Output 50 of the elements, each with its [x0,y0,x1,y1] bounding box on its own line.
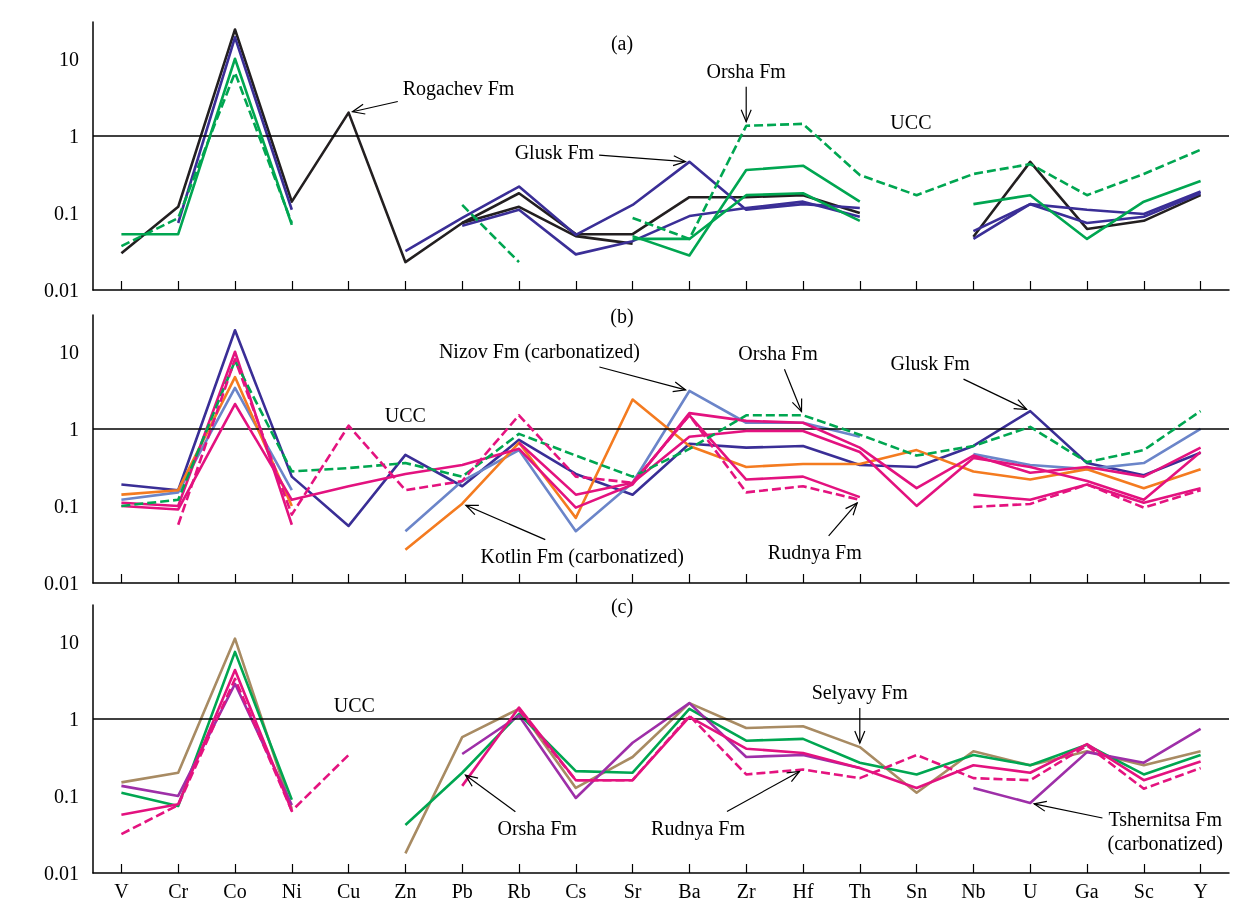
y-tick-label: 0.01 [44,862,79,884]
x-tick-label: Cr [168,880,189,901]
y-tick-label: 10 [59,340,79,363]
y-tick-label: 0.1 [54,201,79,224]
y-tick-label: 1 [69,707,79,730]
chart-title: (b) [610,305,634,328]
y-tick-label: 0.1 [54,494,79,517]
annotation: Rudnya Fm [767,540,863,564]
ref-line-label: UCC [333,693,375,716]
y-tick-label: 1 [69,124,79,147]
x-tick-label: Th [848,880,871,901]
x-tick-label: Rb [507,880,531,901]
x-tick-label: Pb [451,880,473,901]
annotation: Rogachev Fm [402,76,515,100]
annotation: Orsha Fm [738,342,819,365]
y-tick-label: 10 [59,630,79,653]
annotation: Glusk Fm [514,140,595,163]
x-tick-label: Ga [1075,880,1099,901]
ref-line-label: UCC [890,110,932,133]
annotation: Tshernitsa Fm (carbonatized) [1107,807,1223,855]
x-tick-label: Sr [623,880,642,901]
annotation: Nizov Fm (carbonatized) [438,339,640,363]
x-tick-label: Ni [281,880,303,901]
x-tick-label: Zr [736,880,756,901]
y-tick-label: 0.01 [44,572,79,594]
y-tick-label: 1 [69,417,79,440]
x-tick-label: Cu [336,880,361,901]
x-tick-label: Nb [961,880,986,901]
y-tick-label: 0.01 [44,279,79,301]
annotation: Selyavy Fm [811,681,909,705]
annotation: Rudnya Fm [651,816,746,840]
annotation: Orsha Fm [706,59,787,82]
annotation: Orsha Fm [497,816,578,839]
y-tick-label: 10 [59,47,79,70]
x-tick-label: V [114,880,130,901]
x-tick-label: Cs [565,880,587,901]
annotation: Kotlin Fm (carbonatized) [480,544,684,568]
x-tick-label: Sn [906,880,928,901]
x-tick-label: U [1022,880,1038,901]
annotation: Glusk Fm [890,352,971,375]
y-tick-label: 0.1 [54,784,79,807]
x-tick-label: Y [1193,880,1208,901]
text: (a) [610,32,634,55]
x-tick-label: Ba [678,880,701,901]
x-tick-label: Hf [792,880,814,901]
chart-title: (c) [610,595,634,618]
x-tick-label: Co [223,880,247,901]
x-tick-label: Sc [1133,880,1154,901]
ref-line-label: UCC [384,403,426,426]
x-tick-label: Zn [394,880,417,901]
